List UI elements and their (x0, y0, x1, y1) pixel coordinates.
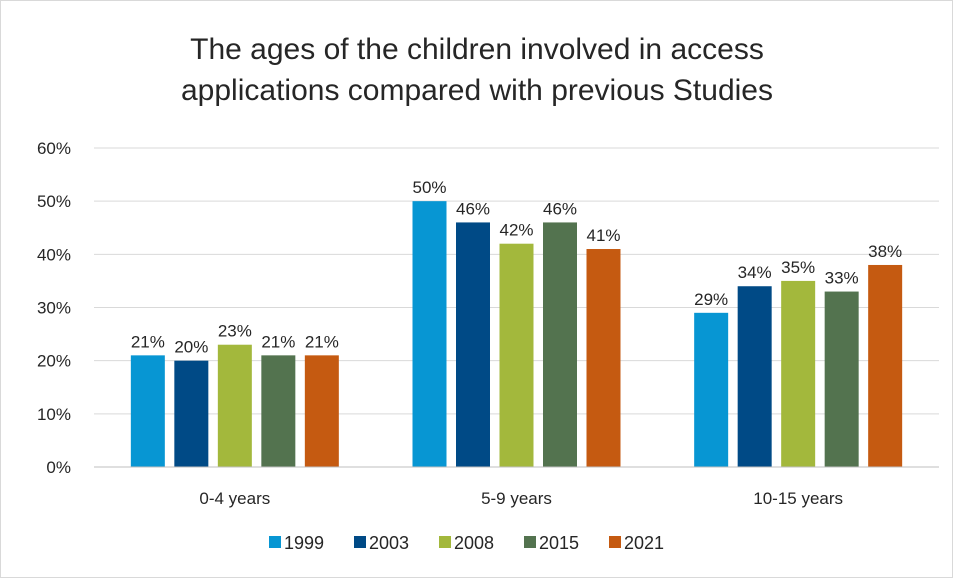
bar-2021-10-15-years (868, 264, 903, 467)
data-label: 50% (412, 178, 446, 197)
data-label: 21% (261, 332, 295, 351)
y-tick-label: 50% (37, 192, 71, 211)
legend-label: 2003 (369, 533, 409, 553)
legend-item-2008: 2008 (439, 533, 494, 553)
x-tick-label: 10-15 years (753, 489, 843, 508)
data-label: 33% (825, 269, 859, 288)
bar-2015-10-15-years (824, 291, 859, 467)
y-tick-label: 60% (37, 139, 71, 158)
data-label: 46% (543, 199, 577, 218)
legend-item-2003: 2003 (354, 533, 409, 553)
y-tick-label: 10% (37, 405, 71, 424)
data-label: 21% (305, 332, 339, 351)
bar-2008-10-15-years (781, 280, 816, 467)
data-label: 42% (499, 221, 533, 240)
data-label: 46% (456, 199, 490, 218)
legend-swatch (524, 536, 536, 548)
bar-2003-10-15-years (737, 286, 772, 467)
bar-2003-5-9-years (456, 222, 490, 467)
legend-item-1999: 1999 (269, 533, 324, 553)
bar-1999-5-9-years (412, 201, 447, 467)
chart-title-line-2: applications compared with previous Stud… (181, 74, 773, 107)
bar-2015-5-9-years (543, 222, 577, 467)
y-tick-label: 0% (46, 458, 71, 477)
bar-2015-0-4-years (261, 355, 296, 467)
legend-item-2015: 2015 (524, 533, 579, 553)
data-label: 20% (174, 338, 208, 357)
data-label: 23% (218, 322, 252, 341)
legend-item-2021: 2021 (609, 533, 664, 553)
bar-1999-0-4-years (130, 355, 165, 467)
data-label: 34% (738, 263, 772, 282)
x-tick-label: 0-4 years (199, 489, 270, 508)
y-tick-label: 40% (37, 245, 71, 264)
data-label: 21% (131, 332, 165, 351)
bar-2008-0-4-years (217, 344, 252, 467)
data-label: 29% (694, 290, 728, 309)
x-axis: 0-4 years 5-9 years 10-15 years (94, 466, 939, 508)
legend-label: 2021 (624, 533, 664, 553)
data-labels: 21% 20% 23% 21% 21% 50% 46% 42% 46% 41% 29% 34% 35% 3… (131, 178, 902, 356)
legend: 1999 2003 2008 2015 2021 (269, 533, 664, 553)
legend-swatch (354, 536, 366, 548)
data-label: 35% (781, 258, 815, 277)
legend-swatch (269, 536, 281, 548)
legend-swatch (439, 536, 451, 548)
legend-swatch (609, 536, 621, 548)
x-tick-label: 5-9 years (481, 489, 552, 508)
chart-title-line-1: The ages of the children involved in acc… (190, 33, 764, 66)
bar-2021-0-4-years (304, 355, 339, 467)
bar-2008-5-9-years (499, 243, 534, 467)
y-tick-label: 20% (37, 352, 71, 371)
data-label: 41% (586, 226, 620, 245)
y-tick-label: 30% (37, 299, 71, 318)
legend-label: 2008 (454, 533, 494, 553)
chart-title: The ages of the children involved in acc… (181, 33, 773, 107)
bars (130, 201, 903, 467)
data-label: 38% (868, 242, 902, 261)
legend-label: 1999 (284, 533, 324, 553)
bar-2003-0-4-years (174, 360, 209, 467)
y-axis: 0% 10% 20% 30% 40% 50% 60% (37, 139, 71, 477)
bar-1999-10-15-years (694, 312, 729, 467)
bar-2021-5-9-years (586, 249, 621, 467)
legend-label: 2015 (539, 533, 579, 553)
